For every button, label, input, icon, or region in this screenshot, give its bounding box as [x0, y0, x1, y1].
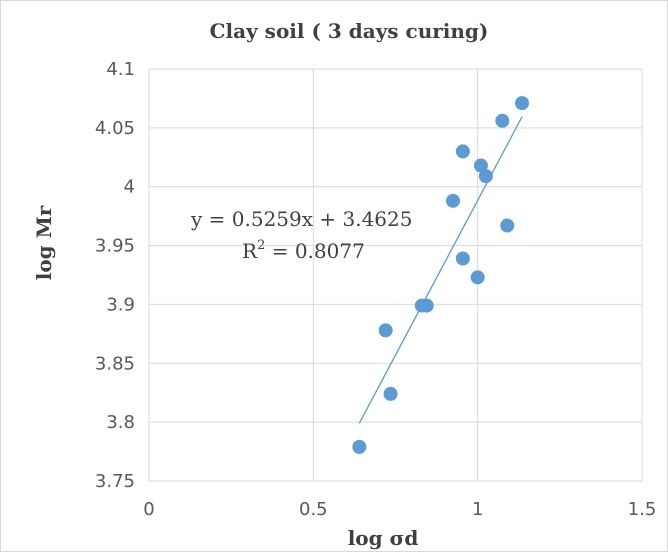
trendline — [358, 116, 523, 424]
data-point — [352, 439, 367, 454]
tick-labels: 3.75 3.8 3.85 3.9 3.95 4 4.05 4.1 0 0.5 1 1.5 — [95, 59, 656, 520]
trendline-equation: y = 0.5259x + 3.4625 — [190, 207, 412, 231]
r-squared-superscript: 2 — [257, 238, 265, 253]
data-point — [473, 158, 488, 173]
x-tick-label: 1 — [472, 499, 483, 520]
data-point — [383, 386, 398, 401]
y-tick-label: 4.1 — [106, 59, 135, 80]
y-axis-title: log Mr — [32, 205, 56, 280]
y-tick-label: 3.9 — [106, 294, 135, 315]
data-point — [515, 96, 530, 111]
r-squared-value: = 0.8077 — [265, 239, 364, 263]
data-point — [378, 323, 393, 338]
data-point — [446, 193, 461, 208]
data-point — [455, 144, 470, 159]
x-axis-title: log σd — [348, 526, 419, 550]
x-tick-label: 0.5 — [299, 499, 328, 520]
y-tick-label: 4 — [124, 177, 135, 198]
data-point — [419, 298, 434, 313]
r-squared-label: R2 = 0.8077 — [242, 238, 365, 263]
data-point — [478, 169, 493, 184]
trendline-layer — [358, 116, 523, 424]
x-tick-label: 0 — [143, 499, 154, 520]
gridlines — [148, 68, 643, 482]
y-tick-label: 3.85 — [95, 353, 135, 374]
data-point — [470, 270, 485, 285]
y-tick-label: 3.75 — [95, 471, 135, 492]
chart-title: Clay soil ( 3 days curing) — [210, 19, 489, 43]
y-tick-label: 4.05 — [95, 118, 135, 139]
data-points — [352, 96, 530, 454]
x-tick-label: 1.5 — [628, 499, 657, 520]
y-tick-label: 3.95 — [95, 236, 135, 257]
data-point — [500, 218, 515, 233]
data-point — [455, 251, 470, 266]
y-tick-label: 3.8 — [106, 412, 135, 433]
r-squared-prefix: R — [242, 239, 258, 263]
data-point — [495, 113, 510, 128]
